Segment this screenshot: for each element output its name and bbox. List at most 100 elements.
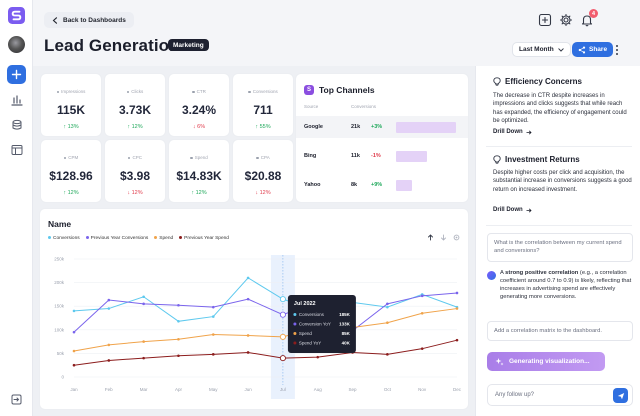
x-tick-label: Nov — [418, 387, 427, 392]
kpi-label: Clicks — [105, 89, 165, 94]
kpi-delta-value: 13% — [67, 124, 79, 130]
kpi-delta: ↑ 55% — [233, 124, 293, 130]
kpi-card[interactable]: CTR 3.24% ↓ 6% — [169, 74, 229, 136]
data-point — [386, 353, 389, 356]
arrow-up-icon: ↑ — [63, 190, 67, 196]
channel-value: 21k — [351, 124, 361, 130]
channel-row[interactable]: Yahoo 8k +9% — [296, 174, 468, 196]
kpi-delta: ↑ 12% — [169, 190, 229, 196]
data-point — [420, 294, 424, 298]
kpi-label: CTR — [169, 89, 229, 94]
gear-icon — [559, 13, 573, 27]
sort-down-icon[interactable] — [440, 234, 447, 241]
kpi-delta-value: 12% — [131, 190, 143, 196]
kpi-label: Impressions — [41, 89, 101, 94]
x-tick-label: Aug — [314, 387, 323, 392]
kpi-card[interactable]: CPM $128.96 ↑ 12% — [41, 140, 101, 202]
database-icon — [12, 119, 21, 130]
y-tick-label: 50k — [57, 351, 65, 356]
kpi-card[interactable]: Conversions 711 ↑ 55% — [233, 74, 293, 136]
kpi-value: 3.73K — [118, 103, 152, 117]
data-nav-button[interactable] — [7, 115, 26, 134]
followup-input[interactable]: Any follow up? — [487, 384, 633, 406]
series-line — [73, 339, 458, 366]
category-tag: Marketing — [168, 39, 209, 51]
data-point — [177, 320, 180, 323]
kpi-label-text: CPC — [132, 155, 142, 160]
legend-label: Previous Year Conversions — [90, 236, 149, 241]
insight-2-title-row: Investment Returns — [493, 155, 580, 164]
channel-row[interactable]: Bing 11k -1% — [296, 145, 468, 167]
kpi-card[interactable]: Clicks 3.73K ↑ 12% — [105, 74, 165, 136]
kpi-delta-value: 12% — [67, 190, 79, 196]
legend-item[interactable]: Previous Year Spend — [179, 236, 229, 241]
page-title: Lead Generation — [44, 36, 180, 55]
legend-swatch — [154, 236, 158, 240]
data-point — [279, 311, 286, 318]
data-point — [420, 311, 424, 315]
add-dashboard-button[interactable] — [7, 65, 26, 84]
arrow-up-icon: ↑ — [127, 124, 131, 130]
answer-highlight: strong positive correlation — [505, 270, 579, 276]
send-button[interactable] — [613, 388, 628, 403]
data-point — [316, 355, 320, 359]
tooltip-swatch — [293, 341, 297, 345]
kpi-card[interactable]: CPC $3.98 ↓ 12% — [105, 140, 165, 202]
chart-legend: Conversions Previous Year Conversions Spen… — [48, 236, 229, 241]
top-channels-header: S Top Channels — [304, 85, 375, 95]
lightbulb-icon — [493, 155, 501, 164]
data-point — [211, 305, 215, 309]
kpi-label-text: Spend — [194, 155, 208, 160]
chart-settings-icon[interactable] — [453, 234, 460, 241]
data-point — [246, 297, 250, 301]
line-chart-card: Name Conversions Previous Year Conversion… — [40, 209, 468, 409]
insight-1-drill-down[interactable]: Drill Down — [493, 129, 532, 135]
tooltip-value: 133K — [339, 322, 351, 327]
layout-nav-button[interactable] — [7, 140, 26, 159]
share-button[interactable]: Share — [572, 42, 614, 57]
kpi-card[interactable]: Impressions 115K ↑ 13% — [41, 74, 101, 136]
insight-2-title: Investment Returns — [505, 155, 580, 164]
line-chart[interactable]: 0 50k 100k 150k 200k 250k Jan Feb Mar Apr May Jun Ju… — [40, 209, 468, 409]
channel-row[interactable]: Google 21k +3% — [296, 116, 468, 138]
insight-2-drill-down[interactable]: Drill Down — [493, 207, 532, 213]
user-question: What is the correlation between my curre… — [487, 233, 633, 262]
tooltip-value: 40K — [342, 341, 351, 346]
more-options-icon[interactable] — [614, 44, 620, 56]
kpi-card[interactable]: CPA $20.88 ↓ 12% — [233, 140, 293, 202]
data-point — [177, 337, 180, 341]
data-point — [386, 321, 389, 325]
kpi-label: CPM — [41, 155, 101, 160]
period-select[interactable]: Last Month — [512, 42, 571, 57]
insight-1-title-row: Efficiency Concerns — [493, 77, 582, 86]
tooltip-box — [287, 295, 356, 353]
left-rail — [0, 0, 33, 416]
data-point — [142, 295, 145, 299]
generating-visualization-button[interactable]: Generating visualization... — [487, 352, 605, 371]
main-area: Back to Dashboards Lead Generation Marke… — [33, 0, 475, 416]
tooltip-label: Spend — [299, 331, 313, 336]
logout-button[interactable] — [7, 390, 26, 409]
charts-nav-button[interactable] — [7, 90, 26, 109]
back-to-dashboards-button[interactable]: Back to Dashboards — [44, 12, 134, 28]
channel-value: 11k — [351, 153, 360, 159]
legend-item[interactable]: Conversions — [48, 236, 80, 241]
sort-up-icon[interactable] — [427, 234, 434, 241]
add-widget-button[interactable] — [538, 13, 552, 27]
legend-item[interactable]: Previous Year Conversions — [85, 236, 149, 241]
user-avatar[interactable] — [8, 36, 25, 53]
legend-swatch — [48, 236, 51, 240]
data-point — [455, 291, 459, 295]
app-logo-icon[interactable] — [8, 7, 25, 24]
settings-button[interactable] — [559, 13, 573, 27]
sparkles-icon — [495, 358, 504, 366]
data-point — [107, 298, 111, 302]
suggestion-chip[interactable]: Add a correlation matrix to the dashboar… — [487, 321, 633, 341]
legend-item[interactable]: Spend — [154, 236, 173, 241]
notifications-button[interactable]: 4 — [580, 9, 598, 27]
kpi-card[interactable]: Spend $14.83K ↑ 12% — [169, 140, 229, 202]
kpi-dot — [56, 90, 60, 94]
kpi-dot — [190, 156, 193, 160]
kpi-value: $3.98 — [119, 169, 151, 183]
kpi-dot — [248, 90, 251, 94]
